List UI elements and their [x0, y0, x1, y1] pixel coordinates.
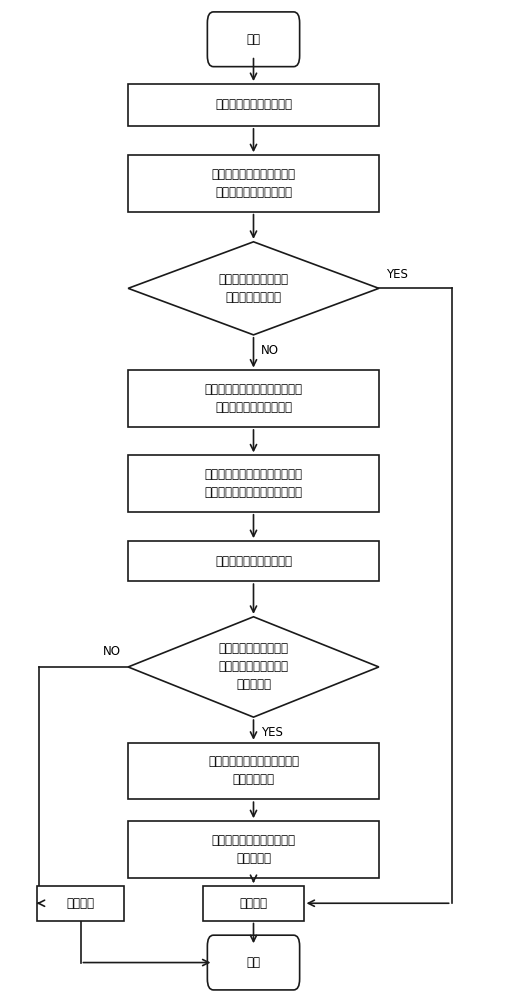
Text: 将交易信息分别转发至卖家中心
服务器和买家中心服务器: 将交易信息分别转发至卖家中心 服务器和买家中心服务器 — [204, 383, 303, 414]
Bar — [128, 370, 379, 427]
Text: 开始: 开始 — [246, 33, 261, 46]
Polygon shape — [128, 617, 379, 717]
Text: 结束: 结束 — [246, 956, 261, 969]
Text: 获取电子票券的交易信息: 获取电子票券的交易信息 — [215, 98, 292, 111]
Text: 将交易信息同步转发至每个
中心服务器: 将交易信息同步转发至每个 中心服务器 — [211, 834, 296, 865]
Text: YES: YES — [261, 726, 283, 739]
FancyBboxPatch shape — [207, 935, 300, 990]
Text: NO: NO — [261, 344, 279, 357]
Bar — [128, 541, 379, 581]
Text: 达成交易: 达成交易 — [239, 897, 268, 910]
Bar — [128, 821, 379, 878]
Text: 判断交易信息是否均已
通过买卖双方中心服务
器的核验？: 判断交易信息是否均已 通过买卖双方中心服务 器的核验？ — [219, 642, 288, 691]
Polygon shape — [128, 242, 379, 335]
Bar — [37, 886, 124, 921]
FancyBboxPatch shape — [207, 12, 300, 67]
Bar — [128, 455, 379, 512]
Bar — [128, 84, 379, 126]
Text: 交易失败: 交易失败 — [66, 897, 94, 910]
Bar — [128, 743, 379, 799]
Text: 根据区块链算法对该交易信息
进行上链封存: 根据区块链算法对该交易信息 进行上链封存 — [208, 755, 299, 786]
Text: 判断电子票券交易是否
发生在同一区域？: 判断电子票券交易是否 发生在同一区域？ — [219, 273, 288, 304]
Text: 对交易信息进行合法性验证，将
通过验证的交易信息存入数据库: 对交易信息进行合法性验证，将 通过验证的交易信息存入数据库 — [204, 468, 303, 499]
Text: 根据交易信息划定卖家中心
服务器和买家中心服务器: 根据交易信息划定卖家中心 服务器和买家中心服务器 — [211, 168, 296, 199]
Bar — [128, 155, 379, 212]
Text: 遍历数据库中的交易信息: 遍历数据库中的交易信息 — [215, 555, 292, 568]
Bar — [203, 886, 304, 921]
Text: YES: YES — [386, 268, 408, 281]
Text: NO: NO — [102, 645, 121, 658]
